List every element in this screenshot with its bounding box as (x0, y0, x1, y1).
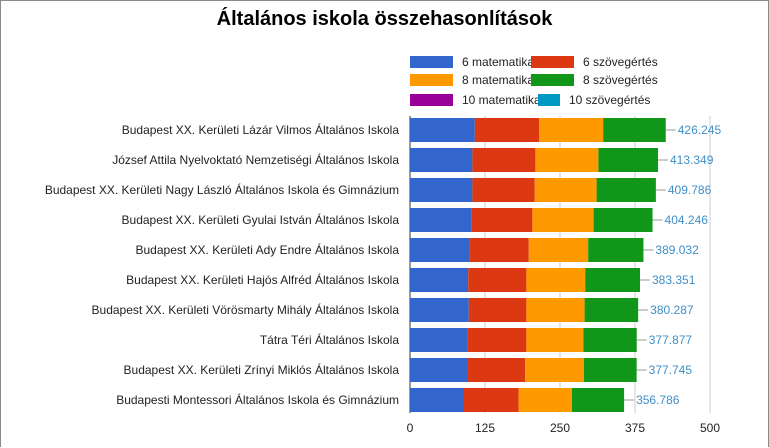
legend-item-8-matematika[interactable]: 8 matematika (410, 73, 534, 87)
total-label: 404.246 (665, 213, 709, 227)
legend-label: 8 matematika (462, 73, 535, 87)
bar-segment (410, 178, 473, 202)
total-label: 383.351 (652, 273, 696, 287)
bar-segment (410, 358, 467, 382)
total-label: 377.877 (649, 333, 693, 347)
bar-segment (603, 118, 666, 142)
legend-swatch (538, 94, 560, 106)
total-label: 426.245 (678, 123, 722, 137)
legend-item-6-matematika[interactable]: 6 matematika (410, 55, 534, 69)
bar-segment (410, 208, 472, 232)
bar-segment (469, 238, 529, 262)
bar-segment (464, 388, 519, 412)
legend-item-10-matematika[interactable]: 10 matematika (410, 93, 541, 107)
bar-segment (535, 148, 599, 172)
legend-label: 8 szövegértés (583, 73, 658, 87)
bar-segment (472, 148, 536, 172)
bar-segment (534, 178, 597, 202)
x-tick-label: 0 (407, 421, 414, 435)
category-label: Budapest XX. Kerületi Zrínyi Miklós Álta… (124, 362, 400, 377)
legend-swatch (531, 56, 574, 68)
x-tick-label: 250 (550, 421, 570, 435)
bar-segment (467, 358, 526, 382)
category-label: Budapesti Montessori Általános Iskola és… (116, 392, 399, 407)
bar-segment (472, 178, 535, 202)
bar-segment (572, 388, 625, 412)
bar-segment (539, 118, 604, 142)
bar-segment (584, 358, 637, 382)
bar-segment (584, 298, 639, 322)
bar-segment (518, 388, 572, 412)
bar-segment (468, 268, 527, 292)
bar-segment (474, 118, 539, 142)
bar-segment (593, 208, 653, 232)
legend-label: 10 matematika (462, 93, 541, 107)
bar-segment (468, 298, 527, 322)
bar-segment (528, 238, 589, 262)
bar-segment (410, 328, 468, 352)
bar-segment (410, 118, 475, 142)
total-label: 377.745 (649, 363, 693, 377)
total-label: 389.032 (655, 243, 699, 257)
bar-segment (410, 238, 470, 262)
bar-segment (526, 298, 585, 322)
legend-label: 6 matematika (462, 55, 535, 69)
x-tick-label: 375 (625, 421, 645, 435)
bar-segment (596, 178, 656, 202)
legend-swatch (531, 74, 574, 86)
bar-segment (525, 358, 584, 382)
total-label: 380.287 (650, 303, 694, 317)
bar-segment (410, 388, 464, 412)
x-tick-label: 500 (700, 421, 720, 435)
legend-item-6-szovegertes[interactable]: 6 szövegértés (531, 55, 658, 69)
total-label: 409.786 (668, 183, 712, 197)
bar-segment (588, 238, 644, 262)
chart-title: Általános iskola összehasonlítások (216, 8, 553, 30)
bar-segment (526, 268, 586, 292)
total-label: 356.786 (636, 393, 680, 407)
bar-segment (471, 208, 533, 232)
category-label: Tátra Téri Általános Iskola (260, 332, 399, 347)
category-label: Budapest XX. Kerületi Vörösmarty Mihály … (92, 302, 400, 317)
bar-segment (585, 268, 641, 292)
category-label: Budapest XX. Kerületi Nagy László Általá… (45, 182, 399, 197)
bar-segment (467, 328, 527, 352)
legend-swatch (410, 74, 453, 86)
bar-segment (410, 298, 469, 322)
bar-segment (410, 268, 469, 292)
category-label: Budapest XX. Kerületi Ady Endre Általáno… (136, 242, 400, 257)
legend-label: 6 szövegértés (583, 55, 658, 69)
category-label: József Attila Nyelvoktató Nemzetiségi Ál… (112, 152, 399, 167)
legend-item-10-szovegertes[interactable]: 10 szövegértés (538, 93, 650, 107)
category-label: Budapest XX. Kerületi Gyulai István Álta… (122, 212, 400, 227)
bar-segment (410, 148, 473, 172)
bar-segment (532, 208, 594, 232)
legend-label: 10 szövegértés (569, 93, 651, 107)
bar-segment (583, 328, 637, 352)
legend-swatch (410, 94, 453, 106)
bar-segment (598, 148, 659, 172)
bar-segment (526, 328, 584, 352)
category-label: Budapest XX. Kerületi Lázár Vilmos Által… (122, 122, 400, 137)
legend-item-8-szovegertes[interactable]: 8 szövegértés (531, 73, 658, 87)
legend-swatch (410, 56, 453, 68)
category-label: Budapest XX. Kerületi Hajós Alfréd Által… (126, 272, 399, 287)
total-label: 413.349 (670, 153, 714, 167)
x-tick-label: 125 (475, 421, 495, 435)
